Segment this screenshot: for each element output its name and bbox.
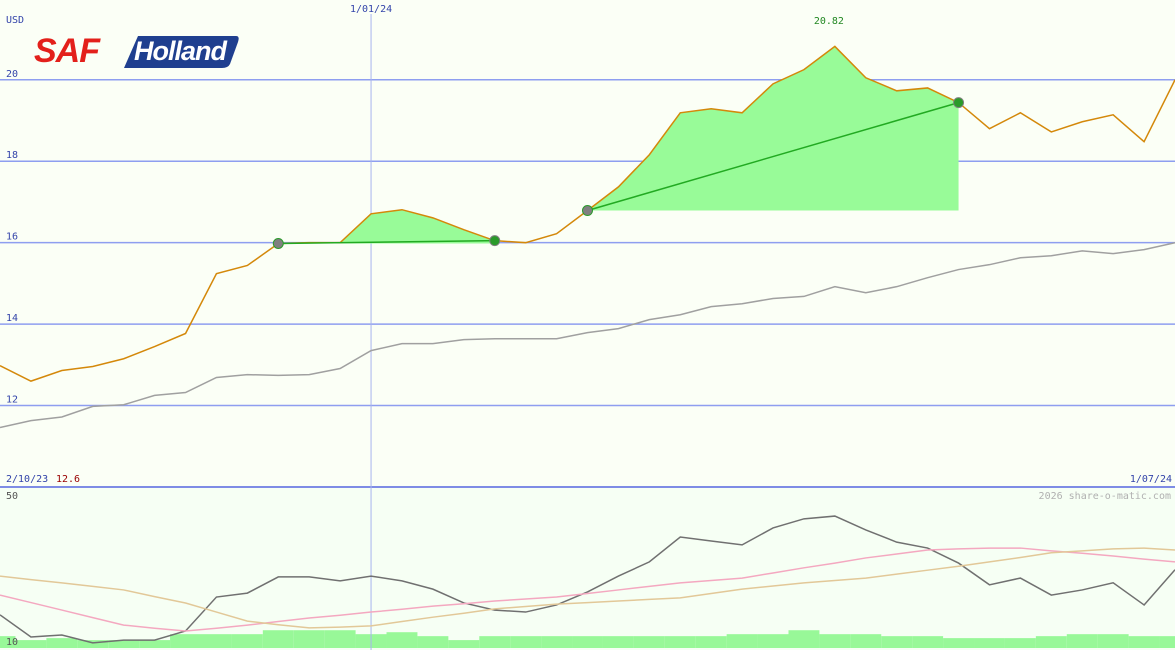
volume-bar: [293, 630, 325, 648]
min-label: 12.6: [56, 474, 80, 485]
volume-bar: [1159, 636, 1175, 648]
volume-bar: [200, 634, 232, 648]
trend-line: [278, 239, 495, 245]
trend-fill: [587, 46, 959, 211]
y-tick-label: 18: [6, 150, 18, 161]
volume-bar: [974, 638, 1005, 648]
volume-bar: [510, 636, 542, 648]
logo: SAF Holland: [34, 32, 239, 70]
volume-bar: [1097, 634, 1129, 648]
trend-end-dot: [489, 235, 501, 247]
volume-bar: [943, 638, 975, 648]
volume-bar: [46, 638, 78, 648]
volume-bar: [633, 636, 665, 648]
y-tick-label: 20: [6, 69, 18, 80]
volume-bar: [324, 630, 356, 648]
volume-bar: [788, 630, 820, 648]
y-tick-label: 50: [6, 491, 18, 502]
volume-bar: [170, 634, 201, 648]
volume-bar: [819, 634, 851, 648]
y-tick-label: 10: [6, 637, 18, 648]
volume-bar: [602, 636, 634, 648]
logo-saf: SAF: [34, 32, 101, 70]
line-series: [0, 515, 1175, 644]
volume-bar: [108, 640, 140, 648]
volume-bar: [231, 634, 263, 648]
volume-bar: [541, 636, 573, 648]
volume-bar: [726, 634, 758, 648]
volume-bar: [15, 640, 47, 648]
volume-bar: [912, 636, 944, 648]
trend-end-dot: [953, 97, 965, 109]
trend-start-dot: [272, 238, 284, 249]
y-tick-label: 14: [6, 313, 18, 324]
logo-badge: [124, 36, 239, 68]
x-tick-label: 1/01/24: [350, 4, 392, 15]
volume-bar: [417, 636, 449, 648]
trend-line: [587, 101, 959, 212]
max-label: 20.82: [814, 16, 844, 27]
volume-bar: [1004, 638, 1036, 648]
volume-bar: [881, 636, 913, 648]
y-tick-label: 16: [6, 232, 18, 243]
volume-bar: [1035, 636, 1067, 648]
volume-bar: [0, 636, 16, 648]
credit: 2026 share-o-matic.com: [1039, 491, 1171, 502]
volume-bar: [695, 636, 727, 648]
volume-bar: [850, 634, 882, 648]
volume-bar: [1066, 634, 1098, 648]
y-tick-label: 12: [6, 395, 18, 406]
volume-bar: [664, 636, 696, 648]
line-series: [0, 241, 1175, 429]
x-tick-label: 1/07/24: [1130, 474, 1172, 485]
line-series: [0, 547, 1175, 632]
volume-bar: [572, 636, 603, 648]
volume-bar: [479, 636, 511, 648]
volume-bar: [262, 630, 294, 648]
logo-holland: Holland: [134, 36, 228, 66]
trend-start-dot: [582, 205, 593, 217]
main-panel: [0, 0, 1175, 487]
line-series: [0, 547, 1175, 629]
volume-bar: [139, 640, 171, 648]
lower-panel: [0, 488, 1175, 650]
volume-bar: [386, 632, 418, 648]
x-tick-label: 2/10/23: [6, 474, 48, 485]
volume-bar: [757, 634, 789, 648]
y-axis-label: USD: [6, 15, 24, 26]
volume-bar: [448, 640, 480, 648]
volume-bar: [77, 640, 109, 648]
volume-bar: [1128, 636, 1160, 648]
trend-fill: [278, 209, 495, 244]
